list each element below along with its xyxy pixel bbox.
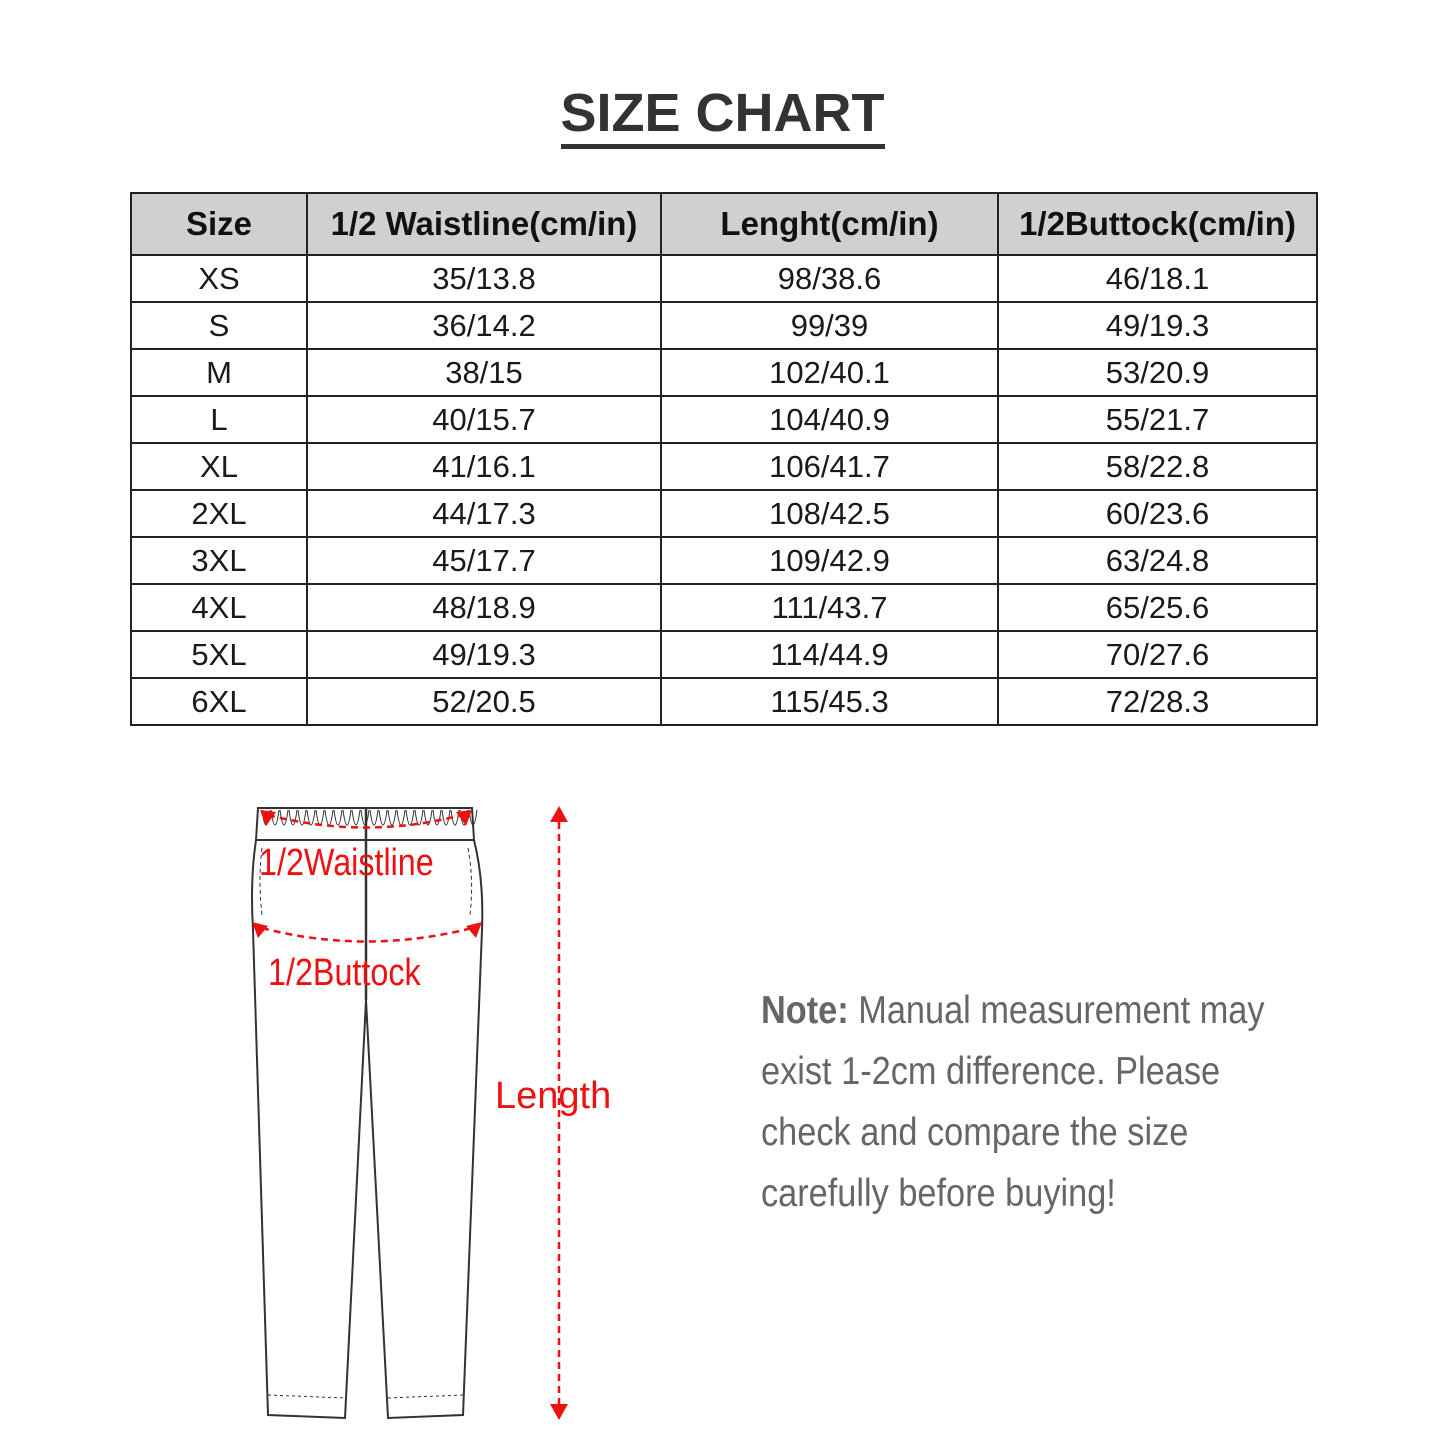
header-waistline: 1/2 Waistline(cm/in) [306, 192, 662, 256]
waistband-gather [324, 809, 334, 826]
cell-length: 115/45.3 [660, 677, 999, 726]
cell-waistline: 40/15.7 [306, 395, 662, 444]
header-buttock: 1/2Buttock(cm/in) [997, 192, 1318, 256]
table-header-row: Size 1/2 Waistline(cm/in) Lenght(cm/in) … [130, 192, 1318, 256]
cell-length: 98/38.6 [660, 254, 999, 303]
waistband-gather [351, 809, 361, 826]
cell-size: 6XL [130, 677, 308, 726]
cell-size: XS [130, 254, 308, 303]
note-label: Note: [761, 989, 849, 1032]
waistband-gather [333, 809, 343, 826]
table-row: S 36/14.2 99/39 49/19.3 [130, 301, 1318, 350]
table-row: 3XL 45/17.7 109/42.9 63/24.8 [130, 536, 1318, 585]
table-row: 4XL 48/18.9 111/43.7 65/25.6 [130, 583, 1318, 632]
cell-waistline: 38/15 [306, 348, 662, 397]
waistband-gather [306, 809, 316, 826]
table-row: XS 35/13.8 98/38.6 46/18.1 [130, 254, 1318, 303]
cell-waistline: 36/14.2 [306, 301, 662, 350]
cell-size: 3XL [130, 536, 308, 585]
cell-buttock: 60/23.6 [997, 489, 1318, 538]
cell-buttock: 49/19.3 [997, 301, 1318, 350]
cell-buttock: 72/28.3 [997, 677, 1318, 726]
cell-buttock: 63/24.8 [997, 536, 1318, 585]
cell-waistline: 44/17.3 [306, 489, 662, 538]
waistband-gather [396, 809, 406, 826]
buttock-label: 1/2Buttock [268, 952, 421, 994]
cell-buttock: 53/20.9 [997, 348, 1318, 397]
cell-waistline: 52/20.5 [306, 677, 662, 726]
waistband-gather [441, 809, 451, 826]
cell-size: L [130, 395, 308, 444]
header-size: Size [130, 192, 308, 256]
pants-outline [251, 807, 484, 1420]
cell-waistline: 45/17.7 [306, 536, 662, 585]
cell-buttock: 65/25.6 [997, 583, 1318, 632]
cell-buttock: 70/27.6 [997, 630, 1318, 679]
cell-waistline: 48/18.9 [306, 583, 662, 632]
cell-length: 99/39 [660, 301, 999, 350]
cell-size: 4XL [130, 583, 308, 632]
cell-size: XL [130, 442, 308, 491]
header-length: Lenght(cm/in) [660, 192, 999, 256]
cell-buttock: 58/22.8 [997, 442, 1318, 491]
cell-length: 106/41.7 [660, 442, 999, 491]
cell-waistline: 41/16.1 [306, 442, 662, 491]
cell-buttock: 55/21.7 [997, 395, 1318, 444]
cell-length: 104/40.9 [660, 395, 999, 444]
cell-length: 102/40.1 [660, 348, 999, 397]
cell-length: 114/44.9 [660, 630, 999, 679]
table-row: L 40/15.7 104/40.9 55/21.7 [130, 395, 1318, 444]
table-row: XL 41/16.1 106/41.7 58/22.8 [130, 442, 1318, 491]
table-row: 6XL 52/20.5 115/45.3 72/28.3 [130, 677, 1318, 726]
cell-size: 5XL [130, 630, 308, 679]
cell-size: 2XL [130, 489, 308, 538]
size-table: Size 1/2 Waistline(cm/in) Lenght(cm/in) … [130, 192, 1318, 726]
page-title: SIZE CHART [0, 84, 1445, 149]
waistband-gather [342, 809, 352, 826]
waistband-gather [414, 809, 424, 826]
cell-buttock: 46/18.1 [997, 254, 1318, 303]
cell-waistline: 49/19.3 [306, 630, 662, 679]
waistline-label: 1/2Waistline [259, 842, 434, 884]
table-row: 2XL 44/17.3 108/42.5 60/23.6 [130, 489, 1318, 538]
waistband-gather [297, 809, 307, 826]
waistband-gather [405, 809, 415, 826]
waistband-gather [279, 809, 289, 826]
waistband-gather [423, 809, 433, 826]
cell-size: M [130, 348, 308, 397]
measure-lines [261, 813, 561, 1405]
table-row: M 38/15 102/40.1 53/20.9 [130, 348, 1318, 397]
waistband-gather [387, 809, 397, 826]
arrow-icons [252, 806, 568, 1420]
waistband-gather [432, 809, 442, 826]
cell-length: 111/43.7 [660, 583, 999, 632]
table-row: 5XL 49/19.3 114/44.9 70/27.6 [130, 630, 1318, 679]
cell-waistline: 35/13.8 [306, 254, 662, 303]
cell-length: 109/42.9 [660, 536, 999, 585]
waistband-gather [315, 809, 325, 826]
cell-size: S [130, 301, 308, 350]
cell-length: 108/42.5 [660, 489, 999, 538]
note-text: Note: Manual measurement may exist 1-2cm… [761, 989, 1265, 1215]
waistband-gather [288, 809, 298, 826]
waistband-gather [378, 809, 388, 826]
waistband-gather [369, 809, 379, 826]
length-label: Length [495, 1075, 612, 1117]
waistband-gather [360, 809, 370, 826]
